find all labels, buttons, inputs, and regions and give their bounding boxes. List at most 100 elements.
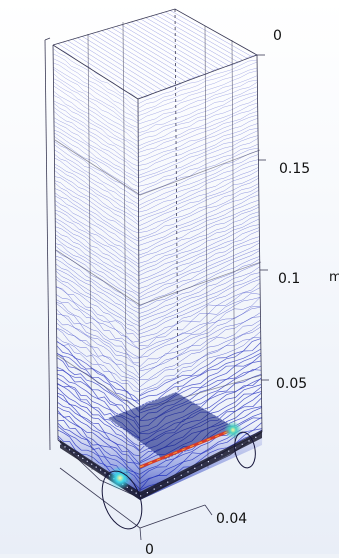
streamline xyxy=(137,59,258,105)
streamline xyxy=(138,186,259,239)
streamline xyxy=(138,211,260,264)
streamline xyxy=(54,188,139,242)
streamline xyxy=(150,16,234,64)
streamline xyxy=(106,29,191,80)
streamline xyxy=(138,236,260,289)
streamline xyxy=(139,297,261,351)
streamline xyxy=(138,203,260,256)
streamline xyxy=(139,279,261,335)
streamline xyxy=(139,282,261,338)
streamline xyxy=(54,176,139,231)
streamline xyxy=(54,170,139,226)
streamline xyxy=(138,138,259,187)
streamline xyxy=(138,206,260,259)
streamline xyxy=(111,27,196,79)
streamline xyxy=(169,10,253,57)
streamline xyxy=(138,102,258,151)
streamline xyxy=(138,123,258,171)
streamline xyxy=(138,163,259,213)
streamline xyxy=(138,117,258,166)
streamline xyxy=(54,154,139,209)
streamline xyxy=(138,227,260,280)
streamline xyxy=(138,130,259,179)
streamline xyxy=(139,256,260,310)
streamline xyxy=(53,62,139,117)
streamline xyxy=(138,230,260,285)
vortex-loops xyxy=(101,431,256,530)
streamline xyxy=(53,107,139,162)
streamline xyxy=(62,41,148,96)
streamline xyxy=(53,58,139,113)
streamline xyxy=(53,100,139,155)
streamline xyxy=(138,86,258,134)
streamline xyxy=(116,26,201,77)
x-tick-004: 0.04 xyxy=(216,511,248,527)
streamline xyxy=(138,190,259,242)
streamline xyxy=(138,67,258,113)
streamline xyxy=(55,255,140,310)
streamline xyxy=(82,36,167,89)
streamline xyxy=(53,85,139,142)
streamline xyxy=(139,258,260,314)
streamline xyxy=(138,199,259,252)
streamline xyxy=(67,40,153,94)
streamline xyxy=(55,243,140,297)
streamline xyxy=(135,20,220,70)
streamline xyxy=(139,287,261,344)
axis-unit-label: m xyxy=(329,270,339,285)
streamline xyxy=(139,292,261,347)
streamline xyxy=(52,48,139,104)
streamline xyxy=(53,132,139,187)
streamline xyxy=(53,117,139,172)
streamline xyxy=(138,135,259,184)
streamline xyxy=(101,30,186,82)
streamline xyxy=(121,24,205,75)
streamline xyxy=(137,75,258,122)
streamline xyxy=(138,159,259,210)
streamline xyxy=(53,78,139,133)
streamline xyxy=(55,234,140,289)
streamline xyxy=(160,13,243,61)
streamline xyxy=(138,242,260,298)
hot-inlet-line xyxy=(139,428,233,469)
streamline xyxy=(138,81,258,130)
streamline xyxy=(165,11,248,59)
streamline xyxy=(138,106,258,153)
box-wireframe xyxy=(44,8,269,541)
z-tick-005: 0.05 xyxy=(276,376,308,392)
streamline xyxy=(77,37,162,91)
z-tick-top: 0 xyxy=(273,28,282,44)
streamline xyxy=(53,53,139,108)
z-tick-01: 0.1 xyxy=(278,271,301,287)
streamline xyxy=(138,143,259,193)
base-plate xyxy=(60,430,264,500)
streamline xyxy=(54,212,140,268)
streamline xyxy=(55,237,140,294)
streamline xyxy=(138,167,259,218)
streamline xyxy=(139,297,261,359)
streamline xyxy=(139,275,261,331)
streamline xyxy=(138,250,260,307)
streamline xyxy=(145,17,229,66)
streamline xyxy=(155,14,239,63)
streamline xyxy=(54,195,139,251)
streamline xyxy=(138,248,260,301)
streamline xyxy=(138,218,260,273)
streamline xyxy=(138,224,260,276)
streamline xyxy=(96,31,181,84)
streamline xyxy=(57,43,143,98)
streamline xyxy=(53,91,139,147)
streamline xyxy=(138,170,259,222)
x-tick-0: 0 xyxy=(145,542,154,558)
streamline xyxy=(54,149,139,205)
streamline xyxy=(54,129,139,184)
streamline xyxy=(54,141,139,196)
streamline xyxy=(87,34,172,87)
inlet-square xyxy=(107,391,237,461)
streamline xyxy=(130,21,215,71)
streamline xyxy=(55,258,140,314)
streamline xyxy=(138,240,260,295)
streamline xyxy=(53,81,139,139)
